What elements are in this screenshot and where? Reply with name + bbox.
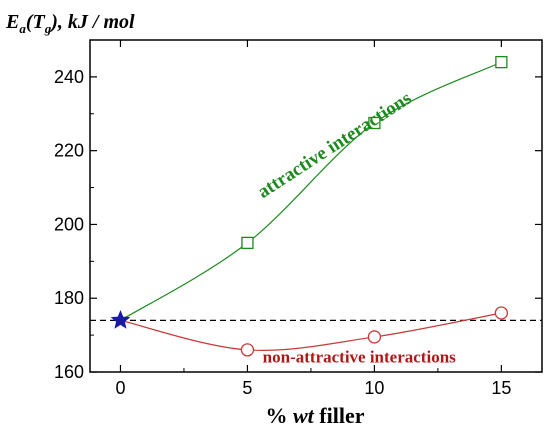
data-point-non-attractive bbox=[240, 343, 255, 357]
data-point-non-attractive bbox=[367, 330, 382, 344]
y-tick-label: 220 bbox=[54, 141, 84, 161]
x-tick-label: 15 bbox=[491, 378, 511, 398]
x-tick-label: 0 bbox=[115, 378, 125, 398]
y-tick-label: 180 bbox=[54, 288, 84, 308]
data-point-attractive bbox=[368, 116, 381, 130]
data-point-non-attractive bbox=[494, 306, 509, 320]
x-tick-label: 10 bbox=[364, 378, 384, 398]
annotation-attractive: attractive interactions bbox=[254, 88, 415, 203]
y-axis-label: Ea(Tg), kJ / mol bbox=[6, 11, 135, 36]
plot-frame bbox=[89, 39, 543, 373]
fit-curve-attractive bbox=[120, 61, 502, 321]
data-point-base-star bbox=[110, 310, 131, 329]
y-tick-label: 160 bbox=[54, 362, 84, 382]
fit-curve-non-attractive bbox=[120, 312, 502, 351]
x-tick-label: 5 bbox=[242, 378, 252, 398]
axis-ticks: 0 5 10 15 160 180 200 220 240 bbox=[54, 40, 542, 398]
y-tick-label: 200 bbox=[54, 214, 84, 234]
data-point-attractive bbox=[241, 236, 254, 250]
data-markers bbox=[110, 55, 509, 357]
data-point-attractive bbox=[495, 55, 508, 69]
y-tick-label: 240 bbox=[54, 67, 84, 87]
annotation-non-attractive: non-attractive interactions bbox=[263, 347, 456, 366]
x-axis-label: % wt filler bbox=[265, 403, 365, 428]
